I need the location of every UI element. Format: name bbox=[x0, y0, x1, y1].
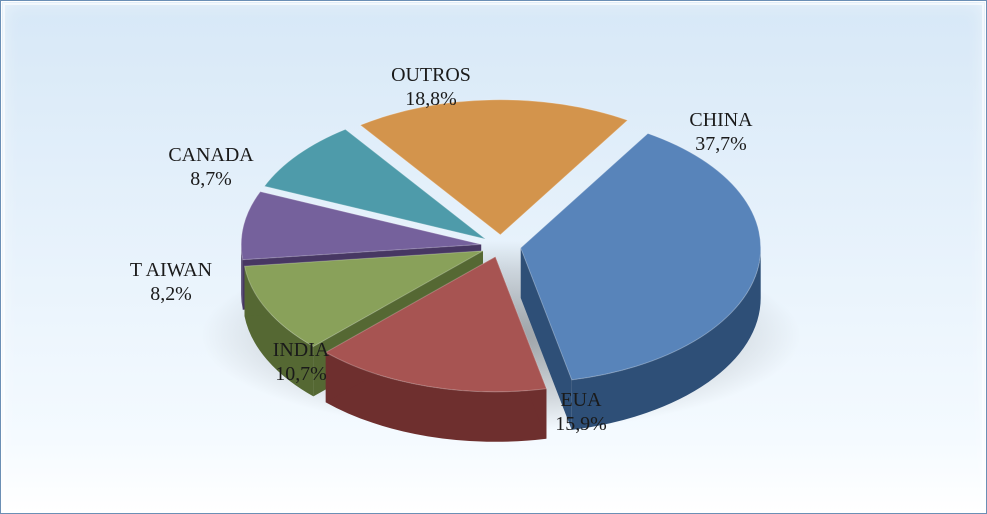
label-china: CHINA37,7% bbox=[689, 109, 753, 155]
label-india-value: 10,7% bbox=[275, 363, 327, 385]
label-canada: CANADA8,7% bbox=[168, 144, 254, 190]
label-taiwan-name: T AIWAN bbox=[130, 259, 212, 281]
label-canada-name: CANADA bbox=[168, 144, 254, 166]
label-taiwan: T AIWAN8,2% bbox=[130, 259, 212, 305]
label-india-name: INDIA bbox=[273, 339, 330, 361]
chart-frame: CHINA37,7% EUA15,9% INDIA10,7% T AIWAN8,2% C… bbox=[0, 0, 987, 514]
label-outros-value: 18,8% bbox=[405, 88, 457, 110]
label-eua-value: 15,9% bbox=[555, 413, 607, 435]
label-eua-name: EUA bbox=[561, 389, 603, 411]
label-canada-value: 8,7% bbox=[190, 168, 232, 190]
label-taiwan-value: 8,2% bbox=[150, 283, 192, 305]
pie-chart-3d: CHINA37,7% EUA15,9% INDIA10,7% T AIWAN8,2% C… bbox=[1, 1, 987, 514]
label-china-value: 37,7% bbox=[695, 133, 747, 155]
label-outros-name: OUTROS bbox=[391, 64, 471, 86]
label-china-name: CHINA bbox=[689, 109, 753, 131]
